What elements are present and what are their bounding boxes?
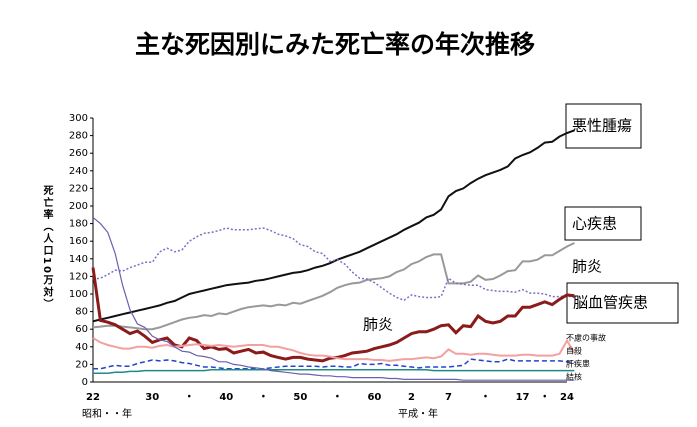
x-tick-label: 7 <box>445 392 452 403</box>
x-tick-label: 50 <box>293 392 307 403</box>
x-tick-label: ・ <box>332 392 342 403</box>
y-tick-label: 120 <box>69 271 88 282</box>
series-line <box>93 358 575 370</box>
x-tick-label: 22 <box>86 392 100 403</box>
y-tick-label: 180 <box>69 219 88 230</box>
y-tick-label: 20 <box>75 359 88 370</box>
y-tick-label: 300 <box>69 113 88 124</box>
label-box <box>565 103 642 149</box>
series-line <box>92 227 575 302</box>
x-tick-label: 24 <box>560 392 574 403</box>
y-tick-label: 240 <box>69 166 88 177</box>
x-tick-label: ・ <box>540 392 550 403</box>
series-line <box>93 368 575 374</box>
annotation: 肺炎 <box>363 316 393 334</box>
y-axis-label: 死亡率（人口10万対） <box>41 185 54 311</box>
x-tick-label: 60 <box>367 392 381 403</box>
y-tick-label: 140 <box>69 254 88 265</box>
x-tick-label: 17 <box>516 392 530 403</box>
x-tick-label: 2 <box>408 392 415 403</box>
x-axis-label: 昭和・・年 <box>82 407 132 420</box>
series-label: 肺炎 <box>572 258 602 276</box>
series-label: 脳血管疾患 <box>573 294 648 312</box>
series-line <box>92 242 575 331</box>
series-label: 肝疾患 <box>566 359 590 369</box>
y-tick-label: 100 <box>69 289 88 300</box>
x-tick-label: ・ <box>184 392 194 403</box>
x-tick-label: 30 <box>145 392 159 403</box>
x-tick-label: 40 <box>219 392 233 403</box>
label-box <box>566 282 679 324</box>
x-tick-label: ・ <box>258 392 268 403</box>
x-axis-label: 平成・年 <box>398 407 438 420</box>
y-tick-label: 260 <box>69 148 88 159</box>
y-tick-label: 280 <box>69 131 88 142</box>
series-label: 悪性腫瘍 <box>572 117 632 135</box>
series-line <box>91 267 575 363</box>
series-line <box>92 216 575 381</box>
label-box <box>564 206 642 241</box>
series-label: 不慮の事故 <box>566 333 606 343</box>
y-tick-label: 160 <box>69 236 88 247</box>
series-line <box>92 129 575 323</box>
y-tick-label: 0 <box>82 377 88 388</box>
y-tick-label: 60 <box>75 324 88 335</box>
series-label: 結核 <box>566 372 582 382</box>
y-tick-label: 80 <box>75 307 88 318</box>
series-label: 自殺 <box>566 346 582 356</box>
x-tick-label: ・ <box>481 392 491 403</box>
y-tick-label: 220 <box>69 183 88 194</box>
y-tick-label: 40 <box>75 342 88 353</box>
chart-title: 主な死因別にみた死亡率の年次推移 <box>135 30 535 59</box>
y-tick-label: 200 <box>69 201 88 212</box>
series-label: 心疾患 <box>572 215 617 233</box>
